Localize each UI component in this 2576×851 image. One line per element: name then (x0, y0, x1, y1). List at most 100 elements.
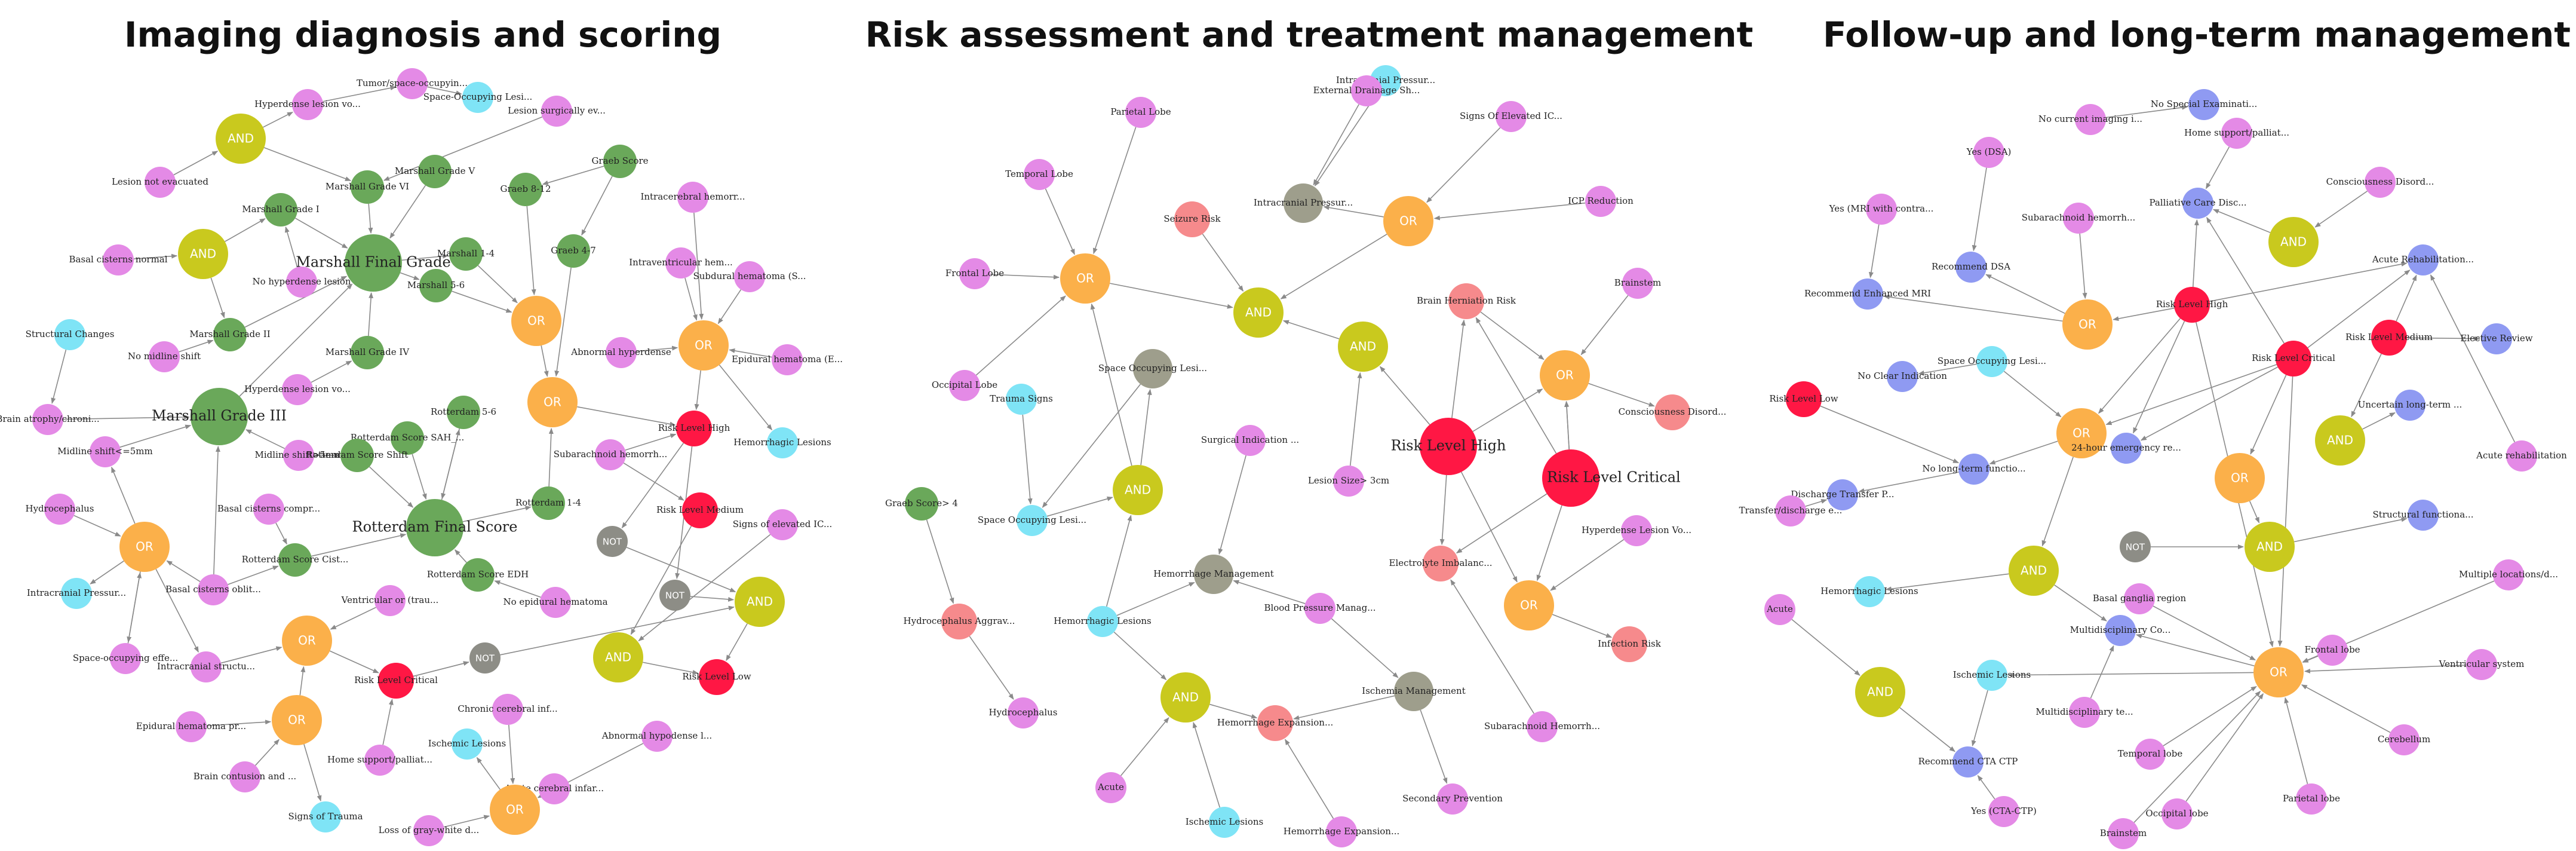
node-uncertain-long-term[interactable]: Uncertain long-term ... (2358, 390, 2462, 421)
node-risk-level-high[interactable]: Risk Level High (1391, 418, 1506, 475)
node-marshall-grade-vi[interactable]: Marshall Grade VI (326, 170, 409, 204)
node-circle-consciousness-disord[interactable] (1654, 394, 1690, 430)
node-circle-risk-level-low[interactable] (699, 659, 735, 695)
node-circle-ischemic-lesions[interactable] (452, 728, 483, 760)
node-signs-of-elevated-ic[interactable]: Signs Of Elevated IC... (1460, 101, 1562, 132)
node-marshall-grade-v[interactable]: Marshall Grade V (395, 155, 475, 188)
node-or[interactable]: OR (272, 695, 322, 745)
node-marshall-5-6[interactable]: Marshall 5-6 (407, 269, 465, 302)
node-or[interactable]: OR (2062, 299, 2113, 350)
node-risk-level-medium[interactable]: Risk Level Medium (656, 492, 744, 528)
node-circle-marshall-grade-ii[interactable] (213, 318, 247, 351)
node-circle-basal-cisterns-normal[interactable] (103, 244, 134, 275)
node-or[interactable]: OR (678, 320, 729, 371)
node-24-hour-emergency-re[interactable]: 24-hour emergency re... (2071, 433, 2181, 464)
node-circle-parietal-lobe[interactable] (2296, 783, 2327, 815)
node-or[interactable]: OR (119, 522, 170, 572)
node-graeb-score[interactable]: Graeb Score (591, 145, 649, 178)
node-and[interactable]: AND (1233, 287, 1284, 338)
node-circle-no-midline-shift[interactable] (149, 341, 180, 372)
node-recommend-enhanced-mri[interactable]: Recommend Enhanced MRI (1804, 278, 1931, 310)
node-not[interactable]: NOT (597, 526, 628, 557)
node-signs-of-elevated-ic[interactable]: Signs of elevated IC... (733, 509, 833, 540)
node-circle-hemorrhagic-lesions[interactable] (1087, 606, 1118, 637)
node-circle-hemorrhage-expansion[interactable] (1257, 705, 1293, 741)
node-circle-cerebellum[interactable] (2388, 724, 2420, 755)
node-circle-risk-level-high[interactable] (2174, 287, 2210, 323)
node-basal-cisterns-normal[interactable]: Basal cisterns normal (69, 244, 168, 275)
node-yes-mri-with-contra[interactable]: Yes (MRI with contra... (1829, 194, 1934, 225)
node-home-support-palliat[interactable]: Home support/palliat... (327, 745, 432, 776)
node-hemorrhage-management[interactable]: Hemorrhage Management (1153, 555, 1274, 594)
node-circle-brainstem[interactable] (2108, 818, 2139, 849)
node-circle-no-clear-indication[interactable] (1887, 361, 1918, 392)
node-circle-or[interactable] (2253, 647, 2304, 697)
node-and[interactable]: AND (1160, 672, 1211, 723)
node-and[interactable]: AND (216, 114, 266, 164)
node-circle-not[interactable] (469, 642, 501, 674)
node-circle-multidisciplinary-co[interactable] (2105, 615, 2136, 646)
node-rotterdam-score-sah[interactable]: Rotterdam Score SAH_... (351, 421, 464, 455)
node-hemorrhage-expansion[interactable]: Hemorrhage Expansion... (1217, 705, 1334, 741)
node-multiple-locations-d[interactable]: Multiple locations/d... (2459, 559, 2558, 590)
node-circle-basal-ganglia-region[interactable] (2124, 583, 2155, 614)
node-hemorrhagic-lesions[interactable]: Hemorrhagic Lesions (1820, 576, 1918, 607)
node-frontal-lobe[interactable]: Frontal Lobe (945, 258, 1004, 289)
node-circle-parietal-lobe[interactable] (1125, 97, 1156, 128)
node-occipital-lobe[interactable]: Occipital lobe (2145, 798, 2209, 829)
node-circle-hydrocephalus[interactable] (44, 494, 75, 525)
node-circle-and[interactable] (216, 114, 266, 164)
node-no-hyperdense-lesion[interactable]: No hyperdense lesion (252, 267, 351, 298)
node-risk-level-high[interactable]: Risk Level High (2156, 287, 2228, 323)
node-or[interactable]: OR (2253, 647, 2304, 697)
node-ischemic-lesions[interactable]: Ischemic Lesions (1186, 807, 1263, 838)
node-circle-hemorrhagic-lesions[interactable] (767, 427, 798, 458)
node-circle-intracranial-pressur[interactable] (61, 578, 92, 609)
node-transfer-discharge-e[interactable]: Transfer/discharge e... (1739, 495, 1843, 526)
node-circle-risk-level-medium[interactable] (682, 492, 718, 528)
node-circle-intraventricular-hem[interactable] (665, 247, 696, 278)
node-circle-occipital-lobe[interactable] (2161, 798, 2193, 829)
node-rotterdam-5-6[interactable]: Rotterdam 5-6 (431, 396, 496, 429)
node-circle-consciousness-disord[interactable] (2365, 167, 2396, 198)
node-circle-risk-level-critical[interactable] (1542, 449, 1599, 507)
node-circle-lesion-surgically-ev[interactable] (541, 96, 572, 127)
node-and[interactable]: AND (593, 632, 643, 682)
node-circle-ischemic-lesions[interactable] (1976, 660, 2007, 691)
node-intracranial-structu[interactable]: Intracranial structu... (157, 651, 255, 682)
node-recommend-cta-ctp[interactable]: Recommend CTA CTP (1918, 746, 2018, 777)
node-trauma-signs[interactable]: Trauma Signs (990, 384, 1053, 415)
node-ventricular-system[interactable]: Ventricular system (2439, 649, 2525, 680)
node-circle-risk-level-medium[interactable] (2371, 320, 2407, 356)
node-circle-and[interactable] (2315, 415, 2365, 466)
node-circle-abnormal-hypodense-l[interactable] (641, 721, 673, 752)
node-brain-atrophy-chroni[interactable]: Brain atrophy/chroni... (0, 404, 100, 435)
node-circle-or[interactable] (2215, 453, 2265, 503)
node-marshall-grade-i[interactable]: Marshall Grade I (242, 193, 320, 226)
node-graeb-score-4[interactable]: Graeb Score> 4 (885, 487, 958, 521)
node-or[interactable]: OR (1504, 580, 1554, 630)
node-circle-seizure-risk[interactable] (1174, 201, 1210, 237)
node-circle-structural-functiona[interactable] (2408, 500, 2439, 531)
node-blood-pressure-manag[interactable]: Blood Pressure Manag... (1264, 593, 1376, 624)
node-circle-no-epidural-hematoma[interactable] (540, 587, 571, 618)
node-or[interactable]: OR (1383, 196, 1433, 246)
node-circle-space-occupying-lesi[interactable] (1133, 349, 1172, 388)
node-or[interactable]: OR (1540, 350, 1590, 400)
node-circle-discharge-transfer-p[interactable] (1827, 479, 1858, 510)
node-circle-ischemic-lesions[interactable] (1209, 807, 1240, 838)
node-risk-level-medium[interactable]: Risk Level Medium (2345, 320, 2433, 356)
node-circle-yes-mri-with-contra[interactable] (1866, 194, 1897, 225)
node-consciousness-disord[interactable]: Consciousness Disord... (1619, 394, 1727, 430)
node-circle-basal-cisterns-compr[interactable] (253, 494, 284, 525)
node-and[interactable]: AND (2009, 546, 2059, 596)
node-hemorrhagic-lesions[interactable]: Hemorrhagic Lesions (1054, 606, 1152, 637)
node-circle-rotterdam-score-cist[interactable] (278, 543, 312, 577)
node-ventricular-or-trau[interactable]: Ventricular or (trau... (341, 585, 439, 616)
node-hemorrhage-expansion[interactable]: Hemorrhage Expansion... (1284, 816, 1400, 847)
node-circle-subarachnoid-hemorrh[interactable] (595, 439, 626, 470)
node-graeb-4-7[interactable]: Graeb 4-7 (551, 234, 596, 268)
node-hydrocephalus[interactable]: Hydrocephalus (26, 494, 94, 525)
node-circle-rotterdam-final-score[interactable] (406, 499, 463, 556)
node-no-midline-shift[interactable]: No midline shift (128, 341, 201, 372)
